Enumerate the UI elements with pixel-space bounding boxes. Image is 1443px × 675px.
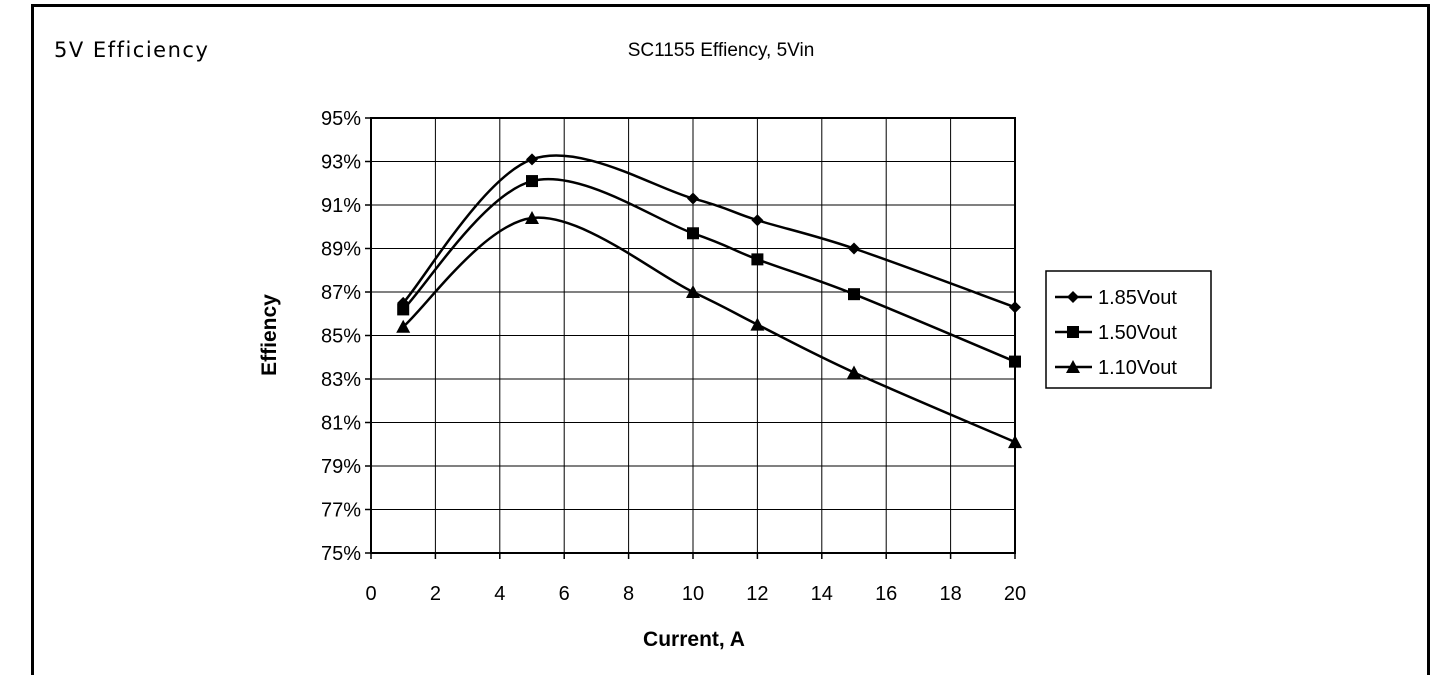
x-tick-label: 18 (939, 583, 961, 605)
data-point-triangle (847, 365, 861, 379)
series-line (402, 154, 1016, 309)
y-tick-label: 93% (321, 152, 361, 174)
legend: 1.85Vout 1.50Vout 1.10Vout (1045, 270, 1212, 389)
series-line (402, 178, 1016, 363)
legend-marker-triangle (1066, 360, 1080, 373)
y-tick-label: 79% (321, 456, 361, 478)
x-tick-label: 12 (746, 583, 768, 605)
chart-title: SC1155 Effiency, 5Vin (628, 40, 815, 61)
x-tick-label: 0 (365, 583, 376, 605)
data-point-square (397, 303, 410, 316)
x-tick-label: 16 (875, 583, 897, 605)
data-point-triangle (1008, 435, 1022, 449)
x-tick-label: 6 (559, 583, 570, 605)
y-tick-label: 91% (321, 195, 361, 217)
data-point-square (1009, 355, 1021, 368)
x-tick-label: 14 (811, 583, 833, 605)
legend-marker-square (1067, 326, 1079, 338)
y-tick-label: 81% (321, 413, 361, 435)
data-point-square (526, 175, 538, 188)
y-tick-label: 95% (321, 108, 361, 130)
x-tick-label: 2 (430, 583, 441, 605)
data-point-diamond (751, 214, 764, 227)
y-axis-ticks: 75% 77% 79% 81% 83% 85% 87% 89% 91% 93% 95% (321, 108, 371, 565)
series-group (396, 153, 1022, 449)
legend-item: 1.85Vout (1055, 287, 1177, 309)
legend-label: 1.50Vout (1098, 322, 1177, 344)
data-point-triangle (750, 317, 765, 331)
section-title: 5V Efficiency (54, 38, 210, 62)
data-point-diamond (1009, 301, 1021, 314)
legend-label: 1.85Vout (1098, 287, 1177, 309)
series-line (402, 216, 1016, 444)
data-point-diamond (687, 192, 699, 205)
y-tick-label: 75% (321, 543, 361, 565)
legend-items: 1.85Vout 1.50Vout 1.10Vout (1055, 287, 1177, 379)
series-1.10Vout (396, 211, 1022, 449)
y-axis-title: Effiency (258, 294, 281, 376)
x-axis-ticks: 0 2 4 6 8 10 12 14 16 18 20 (365, 553, 1026, 605)
data-point-triangle (396, 319, 411, 333)
series-1.85Vout (397, 153, 1021, 314)
x-tick-label: 8 (623, 583, 634, 605)
x-tick-label: 20 (1004, 583, 1026, 605)
y-tick-label: 87% (321, 282, 361, 304)
data-point-square (848, 288, 860, 301)
legend-marker-diamond (1067, 291, 1079, 303)
x-axis-title: Current, A (643, 628, 745, 651)
data-point-diamond (526, 153, 538, 166)
legend-label: 1.10Vout (1098, 357, 1177, 379)
y-tick-label: 85% (321, 326, 361, 348)
y-tick-label: 83% (321, 369, 361, 391)
legend-item: 1.10Vout (1055, 357, 1177, 379)
x-tick-label: 10 (682, 583, 704, 605)
legend-item: 1.50Vout (1055, 322, 1177, 344)
data-point-square (687, 227, 699, 240)
data-point-triangle (525, 211, 539, 225)
y-tick-label: 89% (321, 239, 361, 261)
data-point-triangle (686, 285, 700, 298)
grid (370, 117, 1016, 554)
x-tick-label: 4 (494, 583, 505, 605)
data-point-square (751, 253, 764, 266)
series-1.50Vout (397, 175, 1021, 368)
data-point-diamond (848, 242, 860, 255)
y-tick-label: 77% (321, 500, 361, 522)
